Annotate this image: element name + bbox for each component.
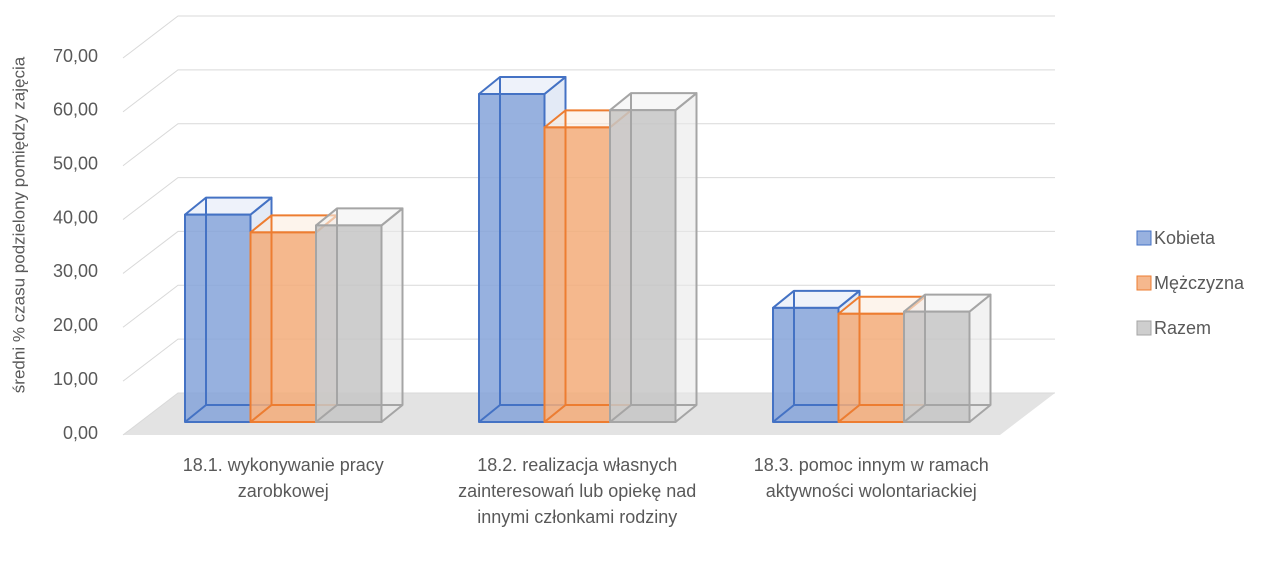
legend-label: Razem: [1154, 318, 1211, 338]
y-tick-label: 50,00: [53, 153, 98, 173]
legend-swatch: [1136, 320, 1152, 336]
bar-front: [184, 213, 252, 423]
legend-label: Kobieta: [1154, 228, 1216, 248]
x-tick-label: 18.3. pomoc innym w ramach aktywności wo…: [753, 455, 989, 501]
bar-side: [968, 293, 992, 423]
grid-line: [122, 69, 1055, 113]
bar-front: [609, 109, 677, 423]
grid-line: [122, 338, 1055, 382]
bar: [609, 92, 698, 423]
x-tick-label: 18.2. realizacja własnych zainteresowań …: [458, 455, 697, 527]
legend-swatch: [1136, 230, 1152, 246]
y-tick-label: 30,00: [53, 261, 98, 281]
grid-line: [122, 230, 1055, 274]
bar-side: [380, 207, 404, 423]
legend-swatch: [1136, 275, 1152, 291]
y-tick-label: 70,00: [53, 46, 98, 66]
bar-front: [772, 306, 840, 423]
y-tick-label: 60,00: [53, 100, 98, 120]
grid-line: [122, 177, 1055, 220]
y-tick-label: 0,00: [63, 423, 98, 443]
bar-front: [478, 93, 546, 423]
bar: [315, 207, 404, 423]
grid-line: [122, 123, 1055, 167]
y-axis-title: średni % czasu podzielony pomiędzy zajęc…: [9, 56, 28, 393]
y-tick-label: 40,00: [53, 207, 98, 227]
x-tick-label: 18.1. wykonywanie pracy zarobkowej: [182, 455, 384, 501]
bar-front: [543, 126, 611, 423]
bar: [903, 293, 992, 424]
grid-line: [122, 284, 1055, 328]
bar-side: [674, 92, 698, 423]
legend-label: Mężczyzna: [1154, 273, 1245, 293]
grid-line: [122, 392, 1055, 436]
y-tick-label: 20,00: [53, 315, 98, 335]
y-tick-label: 10,00: [53, 369, 98, 389]
bar-front: [249, 231, 317, 423]
bar-front: [903, 310, 971, 424]
grid-line: [122, 15, 1055, 59]
bar-front: [315, 224, 383, 423]
